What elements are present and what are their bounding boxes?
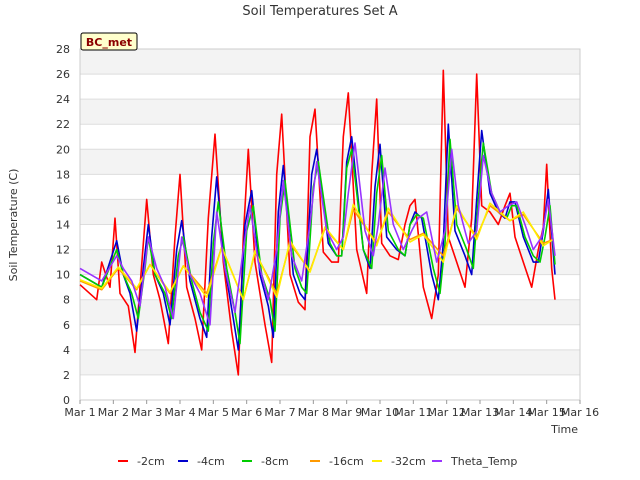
x-tick-label: Mar 2 — [98, 406, 129, 419]
y-tick-label: 2 — [63, 369, 70, 382]
legend-item: -32cm — [372, 455, 426, 468]
x-tick-label: Mar 16 — [561, 406, 599, 419]
legend-item: -4cm — [178, 455, 225, 468]
legend-item: -16cm — [310, 455, 364, 468]
y-tick-label: 14 — [56, 219, 70, 232]
x-tick-label: Mar 10 — [361, 406, 399, 419]
x-tick-label: Mar 3 — [131, 406, 162, 419]
y-tick-label: 28 — [56, 43, 70, 56]
x-tick-label: Mar 7 — [264, 406, 295, 419]
background-band — [80, 199, 580, 225]
y-tick-label: 10 — [56, 269, 70, 282]
x-tick-label: Mar 5 — [198, 406, 229, 419]
x-tick-label: Mar 13 — [461, 406, 499, 419]
y-tick-label: 18 — [56, 168, 70, 181]
legend-label: -32cm — [391, 455, 426, 468]
x-tick-label: Mar 9 — [331, 406, 362, 419]
y-tick-label: 26 — [56, 68, 70, 81]
x-tick-label: Mar 6 — [231, 406, 262, 419]
x-axis-ticks: Mar 1 Mar 2 Mar 3 Mar 4 Mar 5 Mar 6 Mar 7 Mar 8… — [64, 400, 599, 419]
legend-label: -4cm — [197, 455, 225, 468]
x-tick-label: Mar 14 — [494, 406, 532, 419]
y-tick-label: 16 — [56, 193, 70, 206]
background-band — [80, 49, 580, 75]
background-band — [80, 149, 580, 175]
site-badge-box — [80, 32, 138, 51]
background-band — [80, 124, 580, 150]
x-tick-label: Mar 1 — [64, 406, 95, 419]
chart-title: Soil Temperatures Set A — [242, 4, 397, 19]
y-tick-label: 6 — [63, 319, 70, 332]
x-tick-label: Mar 8 — [298, 406, 329, 419]
y-tick-label: 0 — [63, 394, 70, 407]
series-lines — [79, 69, 556, 376]
background-band — [80, 374, 580, 400]
background-band — [80, 74, 580, 100]
series-line-2cm — [79, 69, 556, 376]
background-band — [80, 249, 580, 275]
y-tick-label: 22 — [56, 118, 70, 131]
plot-frame — [79, 48, 581, 401]
background-band — [80, 299, 580, 325]
legend-label: -8cm — [261, 455, 289, 468]
background-band — [80, 349, 580, 375]
y-tick-label: 8 — [63, 294, 70, 307]
plot-background-bands — [80, 49, 580, 400]
legend-item: -8cm — [242, 455, 289, 468]
background-band — [80, 174, 580, 200]
y-axis-label: Soil Temperature (C) — [7, 169, 20, 282]
series-line-thetatemp — [79, 142, 556, 326]
legend-label: -2cm — [137, 455, 165, 468]
legend: -2cm -4cm -8cm -16cm -32cm Theta_Temp — [118, 455, 517, 468]
site-badge-label: BC_met — [86, 36, 132, 49]
series-line-8cm — [79, 138, 556, 345]
site-badge: BC_met — [80, 32, 138, 51]
x-axis-label: Time — [550, 423, 578, 436]
x-tick-label: Mar 12 — [428, 406, 466, 419]
background-band — [80, 324, 580, 350]
background-band — [80, 99, 580, 125]
legend-label: Theta_Temp — [450, 455, 517, 468]
legend-label: -16cm — [329, 455, 364, 468]
x-tick-label: Mar 4 — [164, 406, 195, 419]
x-tick-label: Mar 11 — [394, 406, 432, 419]
y-tick-label: 24 — [56, 93, 70, 106]
y-tick-label: 12 — [56, 244, 70, 257]
y-tick-label: 4 — [63, 344, 70, 357]
legend-item: -2cm — [118, 455, 165, 468]
x-tick-label: Mar 15 — [528, 406, 566, 419]
legend-item: Theta_Temp — [432, 455, 517, 468]
y-tick-label: 20 — [56, 143, 70, 156]
